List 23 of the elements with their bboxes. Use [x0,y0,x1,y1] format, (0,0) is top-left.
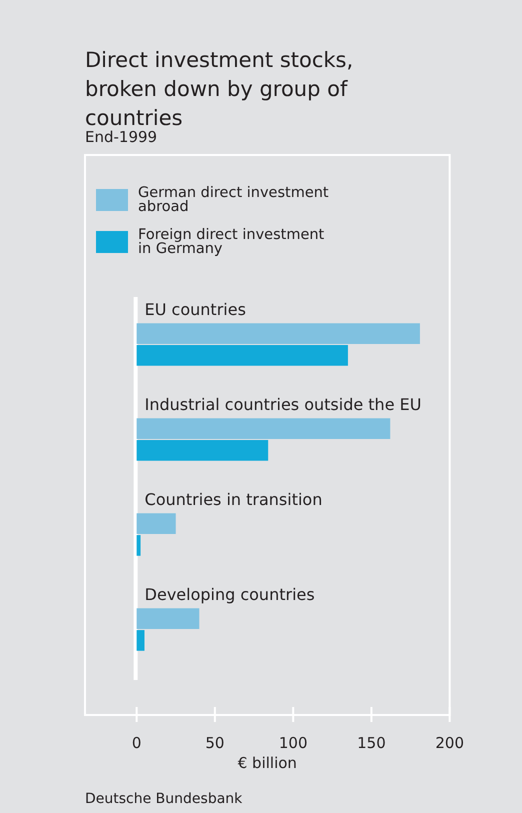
bar [136,630,144,651]
x-tick-label: 50 [205,734,224,752]
legend-label: German direct investment abroad [138,185,330,215]
x-tick-label: 200 [435,734,464,752]
text: Deutsche Bundesbank [85,791,242,807]
bar [136,608,200,629]
y-tick-label: EU countries [144,300,246,320]
y-tick-label: Industrial countries outside the EU [144,395,422,414]
bar [136,535,141,556]
bar [136,418,390,439]
y-tick-label: Developing countries [144,585,315,604]
bar [136,513,176,534]
chart-title: Direct investment stocks, broken down by group of countries [85,47,354,130]
x-tick-label: 150 [357,734,386,752]
bar [136,323,420,344]
y-tick-label: Countries in transition [144,490,322,510]
chart-subtitle: End-1999 [85,128,158,146]
legend-label: Foreign direct investment in Germany [138,227,326,257]
x-tick-label: 0 [132,734,142,752]
bar [136,440,268,461]
x-axis-title: € billion [238,754,297,772]
x-tick-label: 100 [278,734,308,752]
bar [136,345,348,366]
